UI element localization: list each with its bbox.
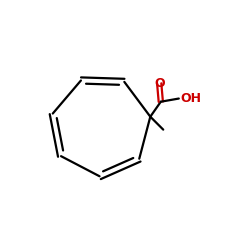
Text: O: O bbox=[154, 77, 164, 90]
Text: OH: OH bbox=[180, 92, 201, 105]
